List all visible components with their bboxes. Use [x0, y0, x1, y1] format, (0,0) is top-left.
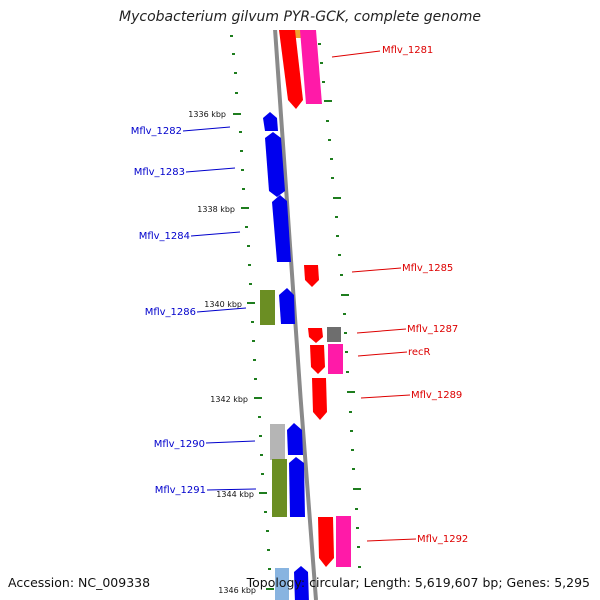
gene-recr-magenta[interactable] — [328, 344, 343, 374]
kbp-label-1336: 1336 kbp — [188, 110, 226, 119]
topology-summary: Topology: circular; Length: 5,619,607 bp… — [246, 575, 590, 590]
major-tick — [233, 113, 241, 115]
label-mflv-1285: Mflv_1285 — [402, 263, 453, 274]
gene-mflv-1291-olive[interactable] — [272, 459, 287, 517]
gene-mflv-1290[interactable] — [287, 423, 303, 455]
kbp-label-1340: 1340 kbp — [204, 300, 242, 309]
gene-mflv-1287[interactable] — [308, 328, 323, 343]
scale-ticks — [230, 35, 361, 590]
gene-mflv-1281-magenta[interactable] — [300, 30, 322, 104]
label-mflv-1282: Mflv_1282 — [131, 126, 182, 137]
gene-mflv-1292-magenta[interactable] — [336, 516, 351, 567]
label-mflv-1281: Mflv_1281 — [382, 45, 433, 56]
reverse-strand-genes — [279, 28, 351, 567]
kbp-label-1344: 1344 kbp — [216, 490, 254, 499]
gene-mflv-1285[interactable] — [304, 265, 319, 287]
gene-bottom-lightblue[interactable] — [275, 568, 289, 600]
kbp-label-1346: 1346 kbp — [218, 586, 256, 595]
gene-recr[interactable] — [310, 345, 325, 374]
label-mflv-1289: Mflv_1289 — [411, 390, 462, 401]
leader-lines — [182, 50, 417, 542]
gene-mflv-1289[interactable] — [312, 378, 327, 420]
label-mflv-1291: Mflv_1291 — [155, 485, 206, 496]
gene-mflv-1281[interactable] — [279, 30, 303, 109]
gene-mflv-1287-grey[interactable] — [327, 327, 341, 342]
label-mflv-1284: Mflv_1284 — [139, 231, 190, 242]
label-mflv-1287: Mflv_1287 — [407, 324, 458, 335]
label-mflv-1286: Mflv_1286 — [145, 307, 196, 318]
map-title: Mycobacterium gilvum PYR-GCK, complete g… — [119, 9, 481, 25]
gene-mflv-1291[interactable] — [289, 457, 305, 517]
gene-mflv-1286-olive[interactable] — [260, 290, 275, 325]
gene-mflv-1284[interactable] — [272, 195, 291, 262]
label-mflv-1290: Mflv_1290 — [154, 439, 205, 450]
gene-bottom-blue[interactable] — [294, 566, 309, 600]
genome-backbone — [272, 30, 318, 600]
kbp-label-1338: 1338 kbp — [197, 205, 235, 214]
gene-top-orange[interactable] — [295, 28, 301, 38]
gene-mflv-1283[interactable] — [265, 132, 285, 197]
kbp-label-1342: 1342 kbp — [210, 395, 248, 404]
label-recr: recR — [408, 347, 431, 358]
gene-mflv-1282[interactable] — [263, 112, 278, 131]
label-mflv-1283: Mflv_1283 — [134, 167, 185, 178]
label-mflv-1292: Mflv_1292 — [417, 534, 468, 545]
forward-strand-genes — [260, 112, 309, 600]
accession-text: Accession: NC_009338 — [8, 575, 151, 590]
gene-mflv-1286[interactable] — [279, 288, 295, 324]
gene-mflv-1290-grey[interactable] — [270, 424, 285, 460]
gene-mflv-1292[interactable] — [318, 517, 334, 567]
